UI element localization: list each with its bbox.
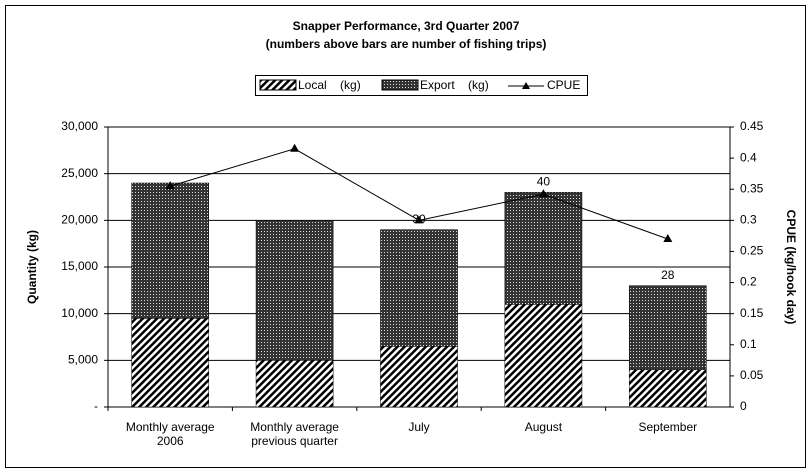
marker <box>414 215 424 224</box>
x-tick-label: August <box>525 420 563 434</box>
legend-label: Local (kg) <box>298 78 361 92</box>
y-tick-label: 10,000 <box>61 306 98 320</box>
y-tick-label: 20,000 <box>61 213 98 227</box>
legend-box <box>255 75 588 96</box>
marker <box>165 181 175 190</box>
marker <box>538 189 548 198</box>
legend-marker <box>522 82 530 89</box>
data-label: 28 <box>661 268 675 282</box>
legend-swatch <box>259 79 297 91</box>
y-axis-label: Quantity (kg) <box>25 230 39 304</box>
y2-tick-label: 0.35 <box>740 181 764 195</box>
chart-subtitle: (numbers above bars are number of fishin… <box>266 37 547 51</box>
bar <box>131 318 210 408</box>
legend-label: Export (kg) <box>420 78 489 92</box>
x-tick-label: Monthly average previous quarter <box>250 420 339 448</box>
legend-label: CPUE <box>547 78 580 92</box>
chart-title: Snapper Performance, 3rd Quarter 2007 <box>293 19 520 33</box>
x-tick-label: September <box>638 420 697 434</box>
y-tick-label: 25,000 <box>61 166 98 180</box>
y2-tick-label: 0 <box>740 399 747 413</box>
bar <box>380 346 458 408</box>
y-tick-label: - <box>94 399 98 413</box>
bar <box>504 192 583 305</box>
y-tick-label: 5,000 <box>68 353 98 367</box>
y-tick-label: 30,000 <box>61 119 98 133</box>
y2-tick-label: 0.4 <box>740 150 757 164</box>
bar <box>255 220 334 361</box>
y2-tick-label: 0.15 <box>740 306 764 320</box>
y2-axis-label: CPUE (kg/hook day) <box>784 210 798 325</box>
bar <box>255 360 334 408</box>
y2-tick-label: 0.3 <box>740 213 757 227</box>
bar <box>628 369 707 408</box>
bar <box>628 285 707 370</box>
y2-tick-label: 0.1 <box>740 337 757 351</box>
y2-tick-label: 0.25 <box>740 244 764 258</box>
y2-tick-label: 0.05 <box>740 368 764 382</box>
bar <box>504 304 583 408</box>
data-label: 40 <box>537 175 551 189</box>
y2-tick-label: 0.45 <box>740 119 764 133</box>
legend: Local (kg) Export (kg) CPUE <box>255 75 588 96</box>
marker <box>290 143 300 152</box>
bar <box>380 229 458 347</box>
x-tick-label: July <box>408 420 429 434</box>
legend-swatch <box>381 79 419 91</box>
x-tick-label: Monthly average 2006 <box>126 420 215 448</box>
y2-tick-label: 0.2 <box>740 275 757 289</box>
y-tick-label: 15,000 <box>61 259 98 273</box>
bar <box>131 182 210 319</box>
marker <box>663 234 673 242</box>
